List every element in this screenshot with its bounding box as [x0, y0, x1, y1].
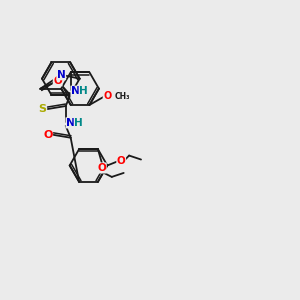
Text: O: O: [53, 76, 62, 86]
Text: H: H: [79, 86, 88, 96]
Text: N: N: [57, 70, 66, 80]
Text: CH₃: CH₃: [114, 92, 130, 100]
Text: O: O: [98, 163, 106, 173]
Text: O: O: [117, 155, 126, 166]
Text: O: O: [103, 91, 112, 101]
Text: H: H: [74, 118, 83, 128]
Text: O: O: [43, 130, 52, 140]
Text: N: N: [71, 86, 80, 96]
Text: N: N: [66, 118, 75, 128]
Text: S: S: [38, 104, 46, 114]
